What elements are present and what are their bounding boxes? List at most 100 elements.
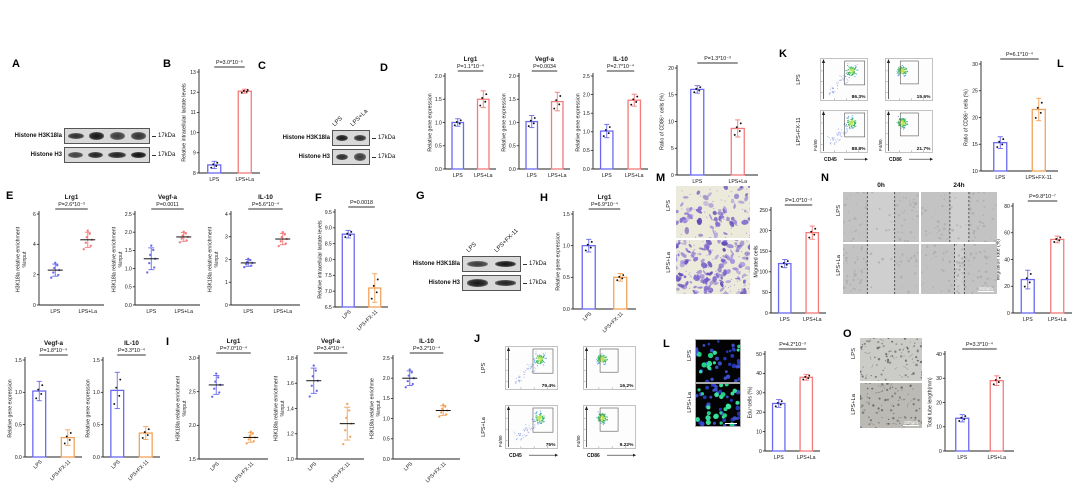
svg-text:H3K18la relative enrichment: H3K18la relative enrichment	[176, 375, 182, 441]
svg-text:H3K18la relative enrichment: H3K18la relative enrichment	[112, 226, 118, 292]
western-blot-c: Histone H3K18la 17kDa Histone H3 17kDa	[268, 130, 395, 168]
svg-text:LPS: LPS	[796, 74, 802, 85]
blot-kda-label: 17kDa	[158, 133, 176, 139]
svg-text:Migrated cells: Migrated cells	[754, 245, 760, 277]
panel-letter-f: F	[315, 192, 322, 204]
svg-text:9.5: 9.5	[325, 210, 332, 216]
chart-vegfa-la: 0.0 0.5 1.0 1.5 2.0 Relative gene expression L…	[500, 52, 574, 182]
svg-text:P=2.7*10⁻⁴: P=2.7*10⁻⁴	[607, 64, 635, 70]
micrograph-row-label: LPS	[666, 200, 672, 211]
tube-image-lps	[860, 338, 922, 381]
svg-text:0: 0	[765, 311, 768, 317]
svg-text:0.0: 0.0	[563, 307, 570, 313]
western-blot-g: Histone H3K18la 17kDa Histone H3 17kDa	[398, 256, 546, 294]
svg-text:0.5: 0.5	[583, 148, 590, 154]
svg-text:LPS+La: LPS+La	[78, 309, 97, 315]
svg-text:0.0: 0.0	[435, 167, 442, 173]
scratch-image-lps-la-0h	[843, 244, 919, 294]
svg-text:0.5: 0.5	[93, 422, 100, 428]
svg-text:P=6.9*10⁻⁴: P=6.9*10⁻⁴	[591, 202, 619, 208]
svg-text:Ratio of CD86⁺ cells (%): Ratio of CD86⁺ cells (%)	[964, 89, 970, 146]
svg-text:9.0: 9.0	[325, 226, 332, 232]
svg-text:LPS+La: LPS+La	[625, 173, 644, 179]
svg-text:LPS: LPS	[209, 177, 219, 183]
svg-text:LPS+FX-11: LPS+FX-11	[329, 461, 352, 484]
blot-row-label: Histone H3K18la	[282, 135, 330, 141]
svg-text:15: 15	[668, 93, 674, 99]
svg-text:1.5: 1.5	[125, 248, 132, 254]
panel-letter-a: A	[12, 58, 20, 70]
svg-text:LPS+La: LPS+La	[1048, 317, 1067, 323]
panel-letter-l-top: L	[1057, 58, 1064, 70]
svg-text:LPS: LPS	[243, 309, 253, 315]
protein-band	[466, 279, 488, 287]
svg-text:1.5: 1.5	[15, 358, 22, 364]
panel-letter-d: D	[380, 62, 388, 74]
svg-text:1.5: 1.5	[509, 97, 516, 103]
micrograph-row-label: LPS	[687, 350, 693, 361]
blot-kda-label: 17kDa	[529, 280, 547, 286]
svg-text:P=6.1*10⁻⁴: P=6.1*10⁻⁴	[1006, 52, 1034, 58]
svg-text:10: 10	[936, 425, 942, 431]
svg-text:6.5: 6.5	[325, 305, 332, 311]
chart-cd86-ratio-la: 0 5 10 15 20 Ratio of CD86⁺ cells (%) LPS LPS+L…	[658, 52, 762, 188]
svg-text:0: 0	[759, 449, 762, 455]
svg-text:86.3%: 86.3%	[852, 94, 867, 100]
svg-text:50: 50	[756, 352, 762, 358]
svg-text:1.5: 1.5	[383, 396, 390, 402]
blot-row: Histone H3 17kDa	[2, 147, 175, 163]
chart-chip-vegfa-la: 0.0 0.5 1.0 1.5 2.0 2.5 H3K18la relative enric…	[110, 190, 204, 318]
svg-text:IL-10: IL-10	[258, 194, 273, 201]
svg-text:LPS: LPS	[453, 173, 463, 179]
panel-letter-n: N	[821, 172, 829, 184]
svg-text:LPS+FX-11: LPS+FX-11	[232, 461, 255, 484]
svg-text:Relative intracellular lactate: Relative intracellular lactate levels	[182, 83, 188, 162]
lane-label: LPS	[465, 241, 479, 254]
chart-vegfa-fx11: 0.0 0.5 1.0 1.5 Relative gene expression LPS L…	[6, 336, 86, 484]
chart-lactate-la: 8 9 10 11 12 13 Relative intracellular lactate…	[180, 56, 264, 186]
svg-text:10: 10	[190, 130, 196, 136]
svg-text:2: 2	[33, 272, 36, 278]
svg-text:H3K18la relative enrichment: H3K18la relative enrichment	[274, 375, 280, 441]
svg-text:Lrg1: Lrg1	[227, 338, 241, 345]
micrograph-row-label: LPS	[851, 348, 857, 359]
chart-lactate-fx11: 6.5 7.0 7.5 8.0 8.5 9.0 9.5 Relative intracellu…	[316, 196, 392, 334]
blot-row: Histone H3K18la 17kDa	[2, 128, 175, 144]
svg-text:LPS: LPS	[957, 455, 967, 461]
scratch-image-lps-0h	[843, 192, 919, 242]
blot-membrane	[332, 130, 370, 146]
svg-text:1.0: 1.0	[509, 120, 516, 126]
blot-membrane	[332, 149, 370, 165]
svg-text:8: 8	[193, 171, 196, 177]
svg-text:LPS+La: LPS+La	[803, 317, 822, 323]
scratch-image-lps-24h	[921, 192, 997, 242]
svg-text:30: 30	[972, 62, 978, 68]
svg-text:LPS: LPS	[341, 309, 353, 321]
edu-image-lps	[695, 339, 741, 383]
svg-text:2: 2	[225, 257, 228, 263]
tube-image-lps-la: 200μm	[860, 383, 922, 428]
protein-band	[67, 133, 84, 139]
svg-text:LPS: LPS	[32, 459, 44, 471]
lane-label: LPS	[331, 115, 345, 128]
svg-text:15.6%: 15.6%	[917, 94, 932, 100]
chart-chip-lrg1-fx11: 1.5 2.0 2.5 3.0 H3K18la relative enrichment%…	[174, 334, 272, 486]
svg-text:75%: 75%	[546, 442, 556, 448]
svg-text:2.5: 2.5	[583, 74, 590, 80]
chart-chip-il10-la: 0 1 2 3 4 H3K18la relative enrichment %input LP…	[206, 190, 304, 318]
svg-text:3.0: 3.0	[189, 356, 196, 362]
kda-tick	[152, 154, 156, 156]
svg-text:F4/80: F4/80	[576, 435, 581, 447]
scale-bar-label: 500μm	[978, 286, 994, 292]
svg-text:Ratio of CD86⁺ cells (%): Ratio of CD86⁺ cells (%)	[660, 93, 666, 150]
western-blot-a: Histone H3K18la 17kDa Histone H3 17kDa	[2, 128, 175, 166]
svg-text:40: 40	[756, 371, 762, 377]
svg-text:Lrg1: Lrg1	[65, 194, 79, 201]
svg-text:20: 20	[668, 66, 674, 72]
blot-row-label: Histone H3K18la	[14, 133, 62, 139]
svg-text:0: 0	[939, 449, 942, 455]
svg-text:40: 40	[1004, 257, 1010, 263]
micrograph-row-label: LPS+La	[666, 252, 672, 273]
blot-kda-label: 17kDa	[158, 152, 176, 158]
svg-text:1.0: 1.0	[383, 416, 390, 422]
